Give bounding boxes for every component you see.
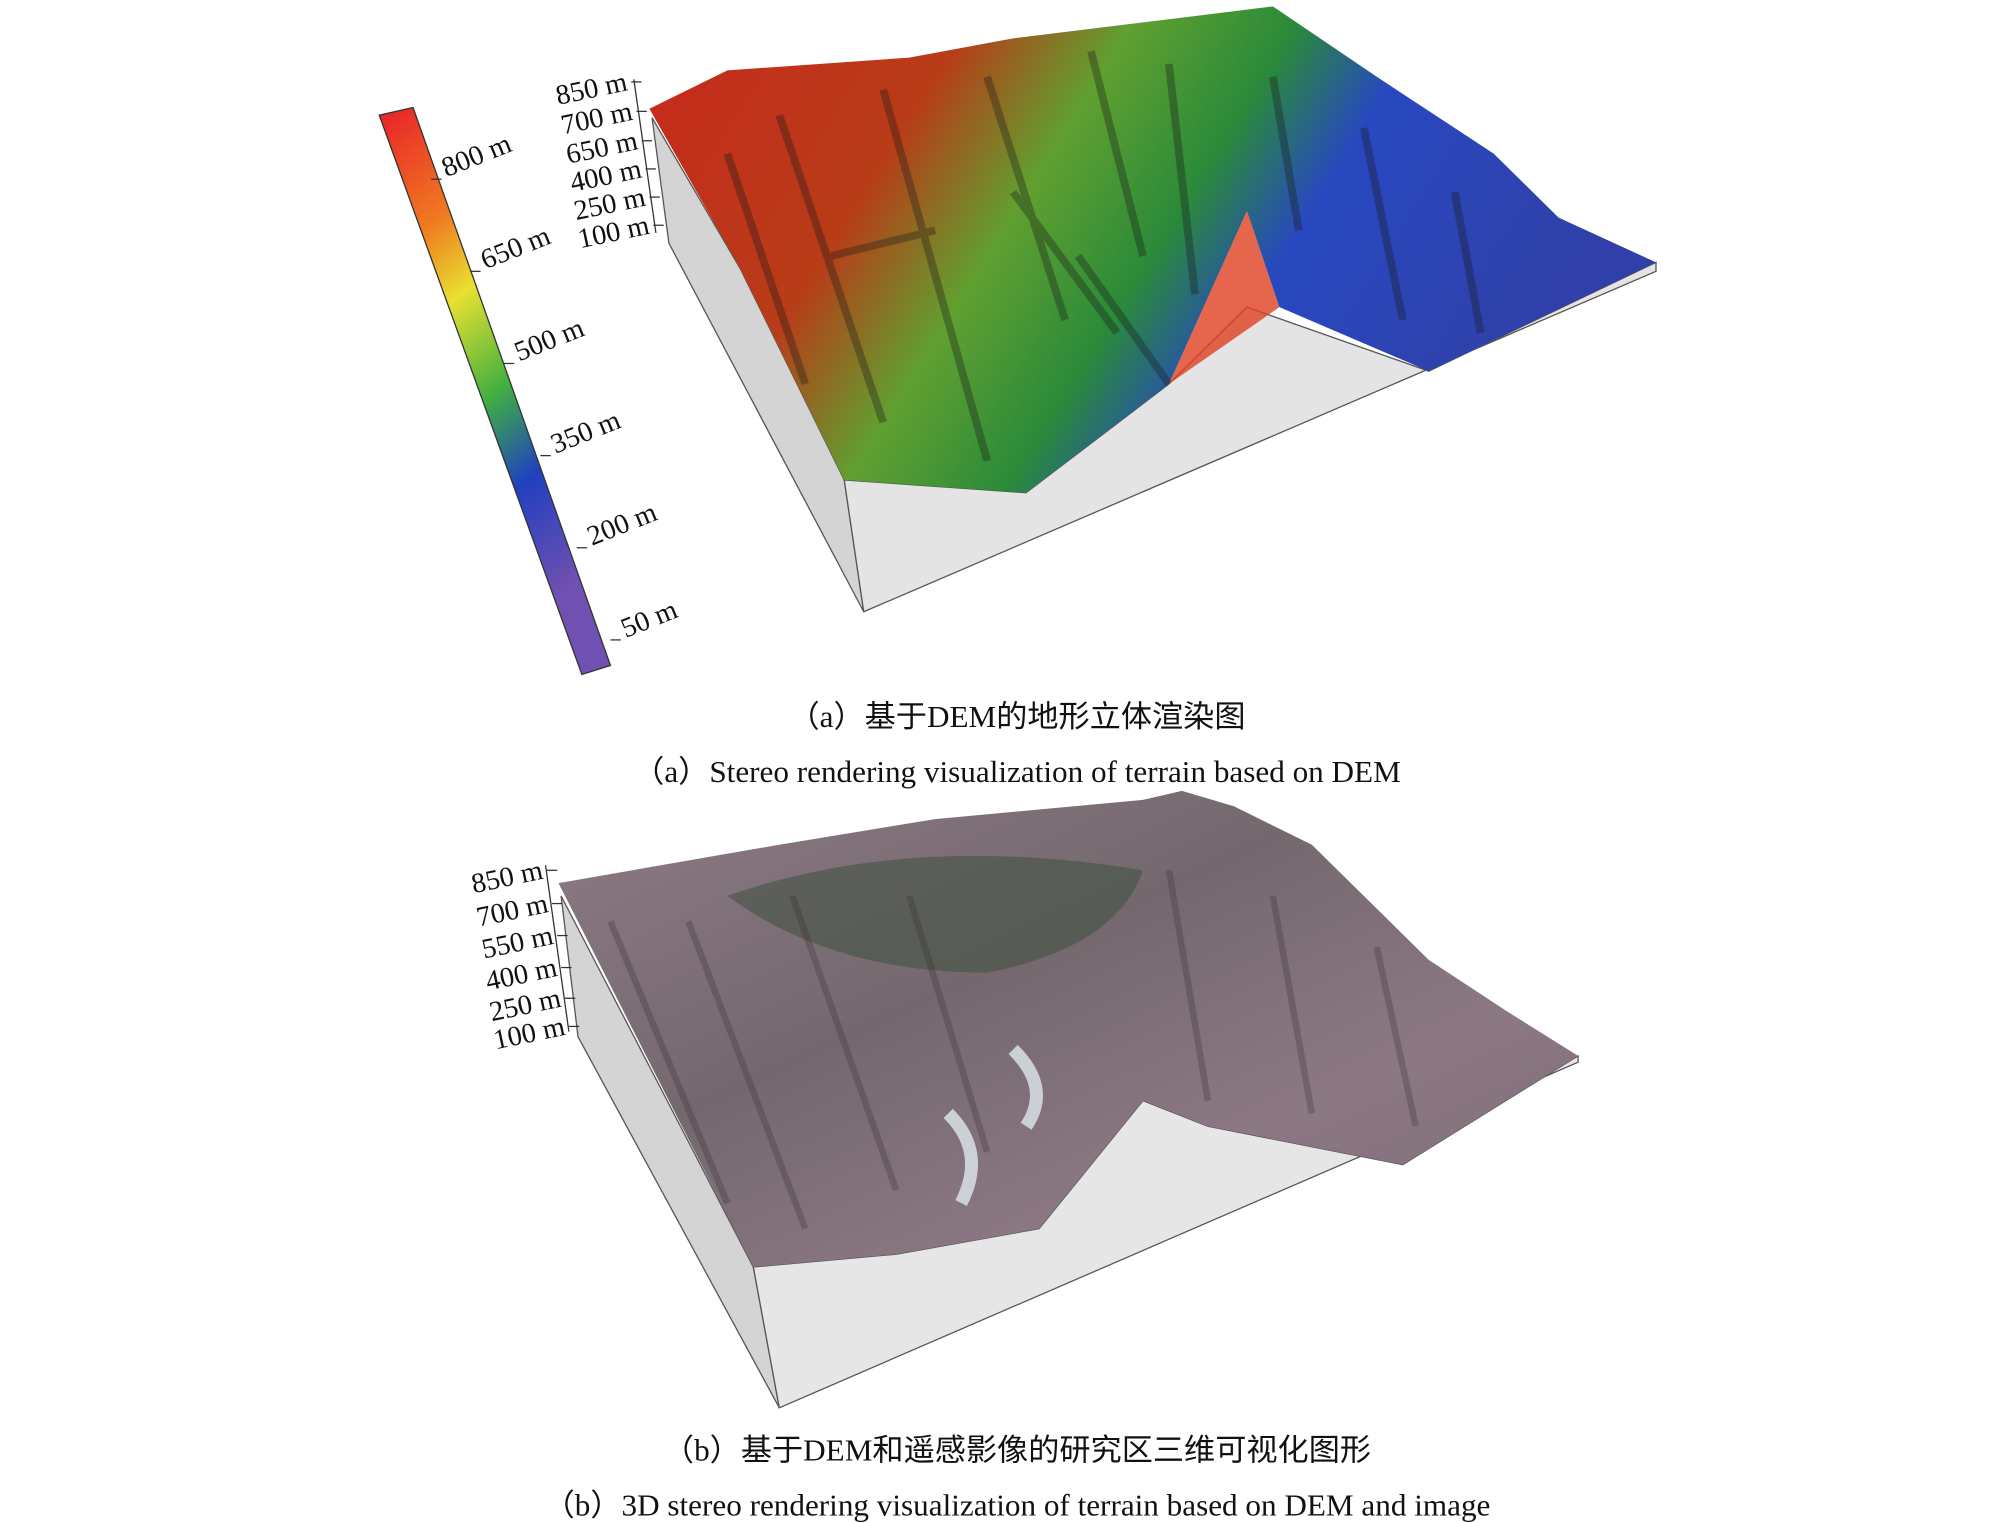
terrain-texture [607, 869, 1419, 1230]
terrain-dem [649, 6, 1657, 493]
axis-line [633, 79, 657, 234]
colorbar-label: 800 m [437, 129, 516, 184]
panel-b [544, 790, 1579, 1409]
colorbar-label: 200 m [583, 497, 662, 552]
ridge [1168, 211, 1280, 384]
panel-a [378, 6, 1657, 676]
colorbar-label: 50 m [617, 595, 682, 645]
colorbar-label: 500 m [510, 313, 589, 368]
colorbar-label: 350 m [546, 405, 625, 460]
caption-zh: （b）基于DEM和遥感影像的研究区三维可视化图形 [663, 1432, 1371, 1467]
caption-en: （b）3D stereo rendering visualization of … [544, 1488, 1491, 1523]
vegetation [727, 855, 1143, 973]
caption-zh: （a）基于DEM的地形立体渲染图 [788, 699, 1245, 734]
river [943, 1044, 1043, 1206]
axis-line [544, 865, 570, 1032]
caption-en: （a）Stereo rendering visualization of ter… [633, 754, 1401, 789]
terrain-texture [723, 50, 1485, 462]
colorbar-label: 650 m [476, 221, 555, 276]
colorbar [378, 106, 612, 676]
